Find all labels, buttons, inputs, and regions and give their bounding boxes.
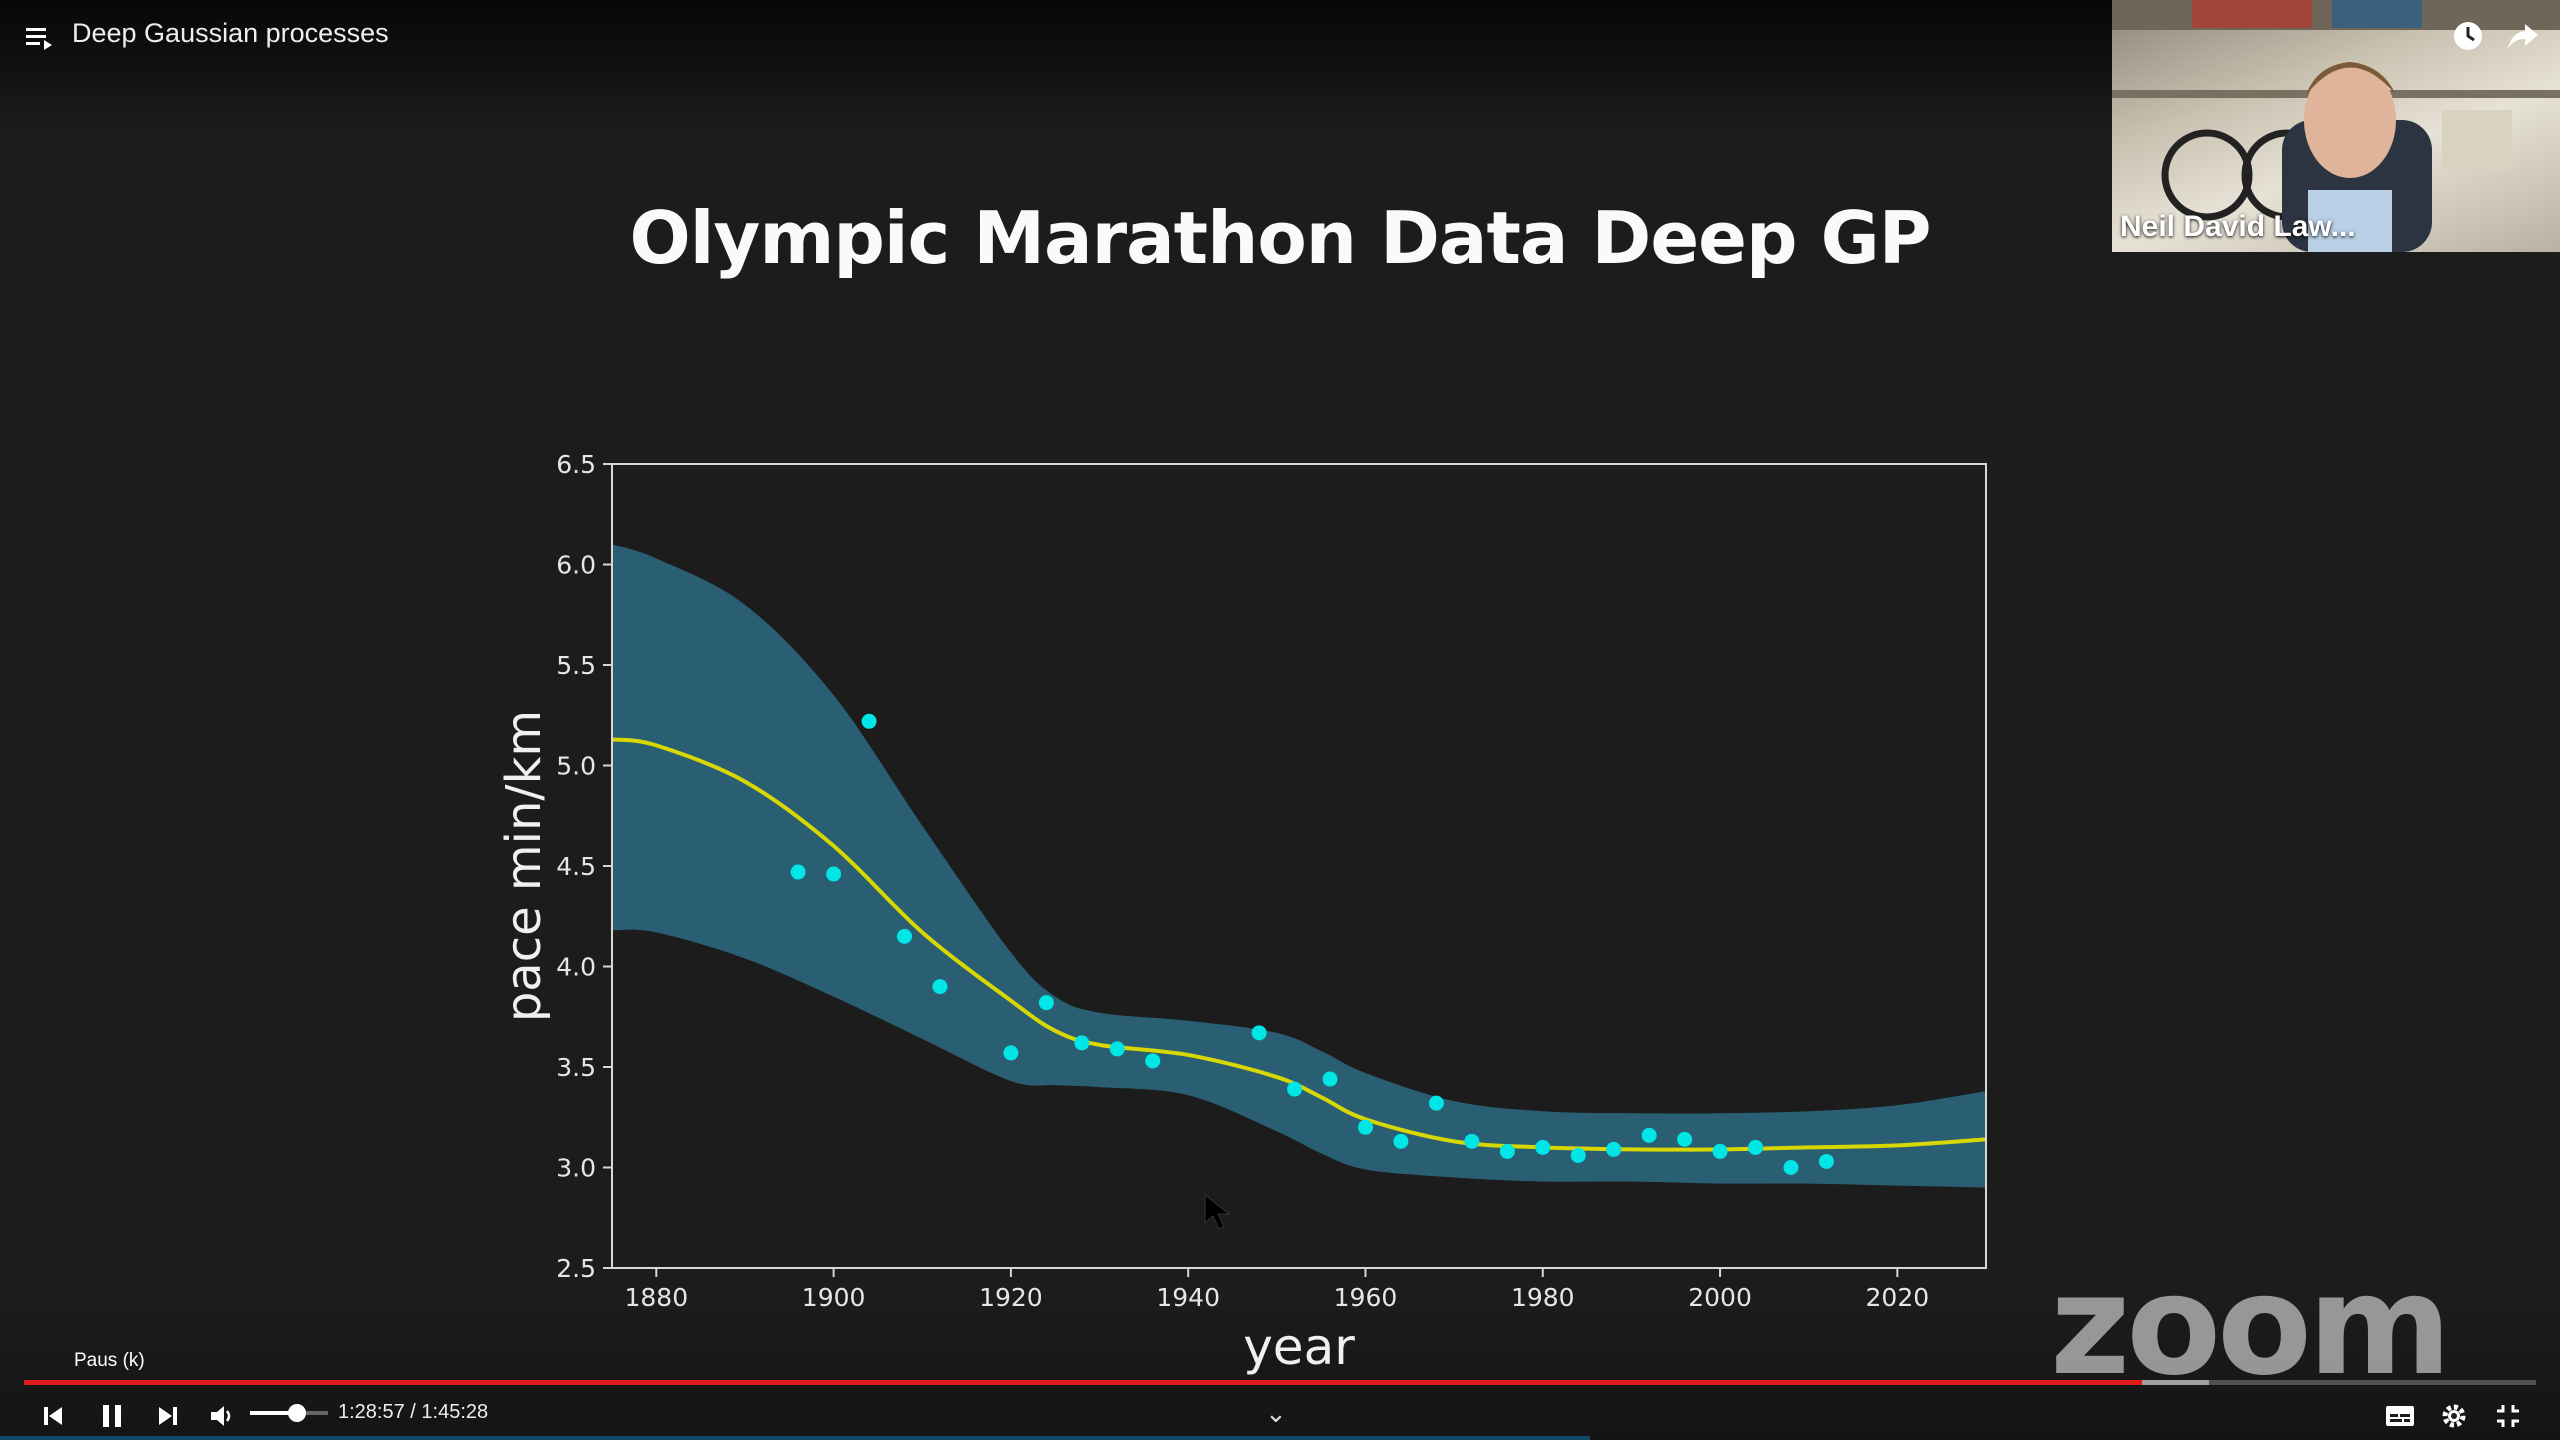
x-tick-label: 2020 bbox=[1866, 1283, 1930, 1312]
data-point bbox=[1322, 1071, 1338, 1087]
volume-knob[interactable] bbox=[287, 1404, 306, 1422]
data-point bbox=[1818, 1153, 1834, 1169]
watch-later-icon[interactable] bbox=[2450, 18, 2486, 54]
y-tick-label: 3.5 bbox=[556, 1053, 596, 1082]
x-tick-label: 1960 bbox=[1334, 1283, 1398, 1312]
subtitles-icon bbox=[2386, 1406, 2414, 1426]
volume-slider[interactable] bbox=[250, 1404, 328, 1422]
x-tick-label: 1880 bbox=[625, 1283, 689, 1312]
playlist-icon[interactable] bbox=[24, 22, 56, 54]
y-tick-label: 3.0 bbox=[556, 1154, 596, 1183]
data-point bbox=[1570, 1147, 1586, 1163]
data-point bbox=[1464, 1133, 1480, 1149]
data-point bbox=[1287, 1081, 1303, 1097]
y-tick-label: 5.0 bbox=[556, 752, 596, 781]
x-tick-label: 1900 bbox=[802, 1283, 866, 1312]
data-point bbox=[1074, 1035, 1090, 1051]
y-tick-label: 4.5 bbox=[556, 852, 596, 881]
data-point bbox=[1145, 1053, 1161, 1069]
share-icon[interactable] bbox=[2505, 18, 2541, 54]
x-tick-label: 2000 bbox=[1688, 1283, 1752, 1312]
data-point bbox=[1499, 1143, 1515, 1159]
data-point bbox=[1783, 1160, 1799, 1175]
y-tick-label: 2.5 bbox=[556, 1254, 596, 1283]
data-point bbox=[861, 713, 877, 729]
x-tick-label: 1920 bbox=[979, 1283, 1043, 1312]
y-tick-label: 6.0 bbox=[556, 551, 596, 580]
presenter-image bbox=[2112, 0, 2560, 252]
marathon-chart: 1880 1900 1920 1940 1960 1980 2000 2020 2.5 3.0 3.… bbox=[496, 450, 1987, 1376]
bottom-accent-line bbox=[0, 1436, 1590, 1440]
volume-level bbox=[250, 1411, 297, 1415]
data-point bbox=[1712, 1143, 1728, 1159]
skip-next-icon bbox=[159, 1407, 177, 1425]
y-axis-label: pace min/km bbox=[496, 710, 552, 1022]
data-point bbox=[1357, 1119, 1373, 1135]
x-tick-label: 1940 bbox=[1156, 1283, 1220, 1312]
next-button[interactable] bbox=[148, 1396, 188, 1436]
video-title[interactable]: Deep Gaussian processes bbox=[72, 18, 389, 48]
y-tick-label: 6.5 bbox=[556, 450, 596, 479]
data-point bbox=[932, 979, 948, 995]
chevron-down-icon[interactable]: ⌄ bbox=[1265, 1398, 1287, 1428]
data-point bbox=[1535, 1139, 1551, 1155]
gear-icon bbox=[2442, 1404, 2466, 1428]
pause-button[interactable] bbox=[92, 1396, 132, 1436]
settings-button[interactable] bbox=[2434, 1396, 2474, 1436]
skip-previous-icon bbox=[44, 1407, 62, 1425]
x-axis-label: year bbox=[1243, 1318, 1355, 1376]
pause-tooltip: Paus (k) bbox=[74, 1350, 145, 1371]
volume-icon bbox=[211, 1406, 231, 1426]
webcam-video: Neil David Law... bbox=[2112, 0, 2560, 252]
exit-fullscreen-icon bbox=[2497, 1405, 2519, 1427]
data-point bbox=[1641, 1127, 1657, 1143]
data-point bbox=[1748, 1139, 1764, 1155]
data-point bbox=[1677, 1131, 1693, 1147]
data-point bbox=[1038, 995, 1054, 1011]
y-tick-label: 4.0 bbox=[556, 953, 596, 982]
zoom-watermark: zoom bbox=[2050, 1245, 2452, 1406]
pause-icon bbox=[103, 1405, 121, 1427]
data-point bbox=[1393, 1133, 1409, 1149]
y-tick-label: 5.5 bbox=[556, 651, 596, 680]
progress-bar[interactable] bbox=[24, 1380, 2536, 1385]
mouse-cursor-icon bbox=[1204, 1193, 1231, 1230]
data-point bbox=[1003, 1045, 1019, 1061]
confidence-band bbox=[612, 544, 1986, 1188]
participant-name: Neil David Law... bbox=[2120, 210, 2356, 243]
data-point bbox=[1109, 1041, 1125, 1057]
data-point bbox=[897, 928, 913, 944]
previous-button[interactable] bbox=[33, 1396, 73, 1436]
data-point bbox=[1606, 1141, 1622, 1157]
progress-played bbox=[24, 1380, 2142, 1385]
slide-title: Olympic Marathon Data Deep GP bbox=[629, 196, 1932, 280]
exit-fullscreen-button[interactable] bbox=[2488, 1396, 2528, 1436]
subtitles-button[interactable] bbox=[2380, 1396, 2420, 1436]
data-point bbox=[1251, 1025, 1267, 1041]
data-point bbox=[790, 864, 806, 880]
data-point bbox=[826, 866, 842, 882]
x-tick-label: 1980 bbox=[1511, 1283, 1575, 1312]
time-display: 1:28:57 / 1:45:28 bbox=[338, 1401, 489, 1423]
mute-button[interactable] bbox=[202, 1396, 242, 1436]
data-point bbox=[1428, 1095, 1444, 1111]
